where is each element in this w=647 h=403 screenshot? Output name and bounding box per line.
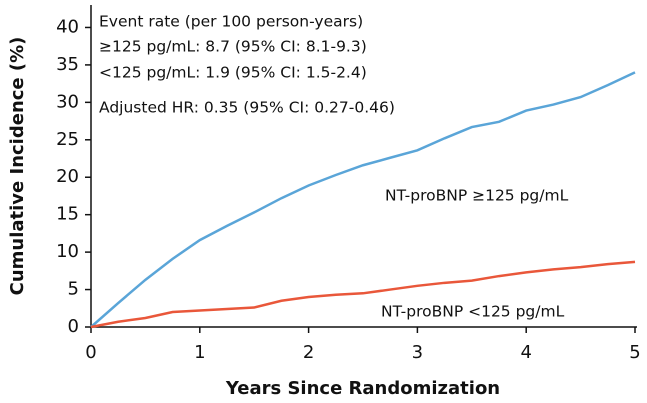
annotation: ≥125 pg/mL: 8.7 (95% CI: 8.1-9.3): [99, 38, 367, 56]
series-label: NT-proBNP <125 pg/mL: [381, 303, 565, 321]
y-tick-label: 10: [56, 241, 79, 262]
annotation: Adjusted HR: 0.35 (95% CI: 0.27-0.46): [99, 99, 395, 117]
x-tick-label: 3: [412, 342, 423, 363]
x-tick-label: 1: [194, 342, 205, 363]
annotation: Event rate (per 100 person-years): [99, 13, 363, 31]
y-tick-label: 25: [56, 129, 79, 150]
x-tick-label: 2: [303, 342, 314, 363]
y-tick-label: 35: [56, 54, 79, 75]
y-axis-label: Cumulative Incidence (%): [7, 37, 28, 296]
y-tick-label: 20: [56, 166, 79, 187]
x-tick-label: 0: [85, 342, 96, 363]
y-tick-label: 5: [68, 279, 79, 300]
series-line: [90, 71, 636, 328]
x-axis-label: Years Since Randomization: [225, 378, 500, 399]
series-line: [90, 260, 636, 329]
x-tick-label: 5: [629, 342, 640, 363]
y-tick-label: 30: [56, 91, 79, 112]
y-tick-label: 40: [56, 16, 79, 37]
y-tick-label: 15: [56, 204, 79, 225]
x-tick-label: 4: [520, 342, 531, 363]
y-tick-label: 0: [68, 316, 79, 337]
series-label: NT-proBNP ≥125 pg/mL: [385, 187, 569, 205]
annotation: <125 pg/mL: 1.9 (95% CI: 1.5-2.4): [99, 64, 367, 82]
